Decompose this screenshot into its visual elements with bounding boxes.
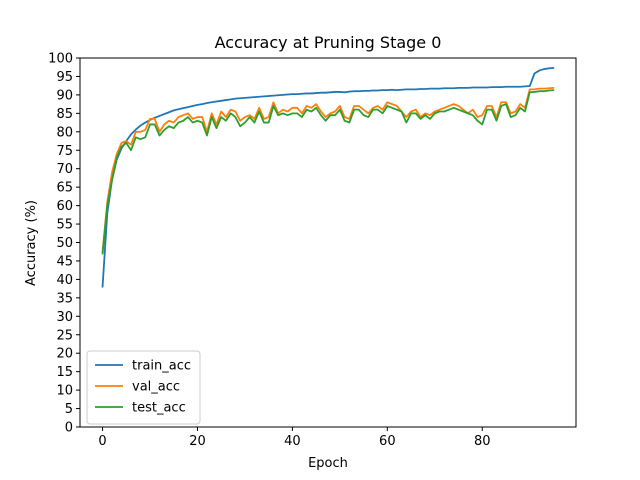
y-axis-ticks: 0 5 10 15 20 25 30 35 40 45 50 55 60 65 70 75 80 85 90 95 10… [48, 52, 80, 436]
y-tick-label: 50 [56, 236, 73, 251]
x-tick-label: 20 [189, 434, 206, 449]
x-axis-label: Epoch [308, 456, 348, 471]
legend-box [86, 350, 201, 425]
chart-title: Accuracy at Pruning Stage 0 [215, 33, 442, 52]
y-tick-label: 5 [65, 402, 73, 417]
y-tick-label: 25 [56, 328, 73, 343]
y-tick-label: 40 [56, 273, 73, 288]
y-tick-label: 30 [56, 310, 73, 325]
y-tick-label: 95 [56, 70, 73, 85]
legend-label-train_acc: train_acc [132, 359, 191, 374]
x-tick-label: 60 [379, 434, 396, 449]
x-tick-label: 40 [284, 434, 301, 449]
legend-label-test_acc: test_acc [132, 401, 186, 416]
y-tick-label: 75 [56, 144, 73, 159]
y-axis-label: Accuracy (%) [24, 200, 39, 286]
x-tick-label: 80 [474, 434, 491, 449]
y-tick-label: 60 [56, 199, 73, 214]
series-line-val_acc [101, 86, 555, 253]
y-tick-label: 85 [56, 107, 73, 122]
series-line-train_acc [101, 67, 555, 288]
y-tick-label: 90 [56, 88, 73, 103]
y-tick-label: 35 [56, 291, 73, 306]
y-tick-label: 55 [56, 218, 73, 233]
y-tick-label: 70 [56, 162, 73, 177]
y-tick-label: 45 [56, 254, 73, 269]
y-tick-label: 80 [56, 125, 73, 140]
y-tick-label: 15 [56, 365, 73, 380]
x-axis-ticks: 0 20 40 60 80 [98, 427, 491, 449]
y-tick-label: 0 [65, 421, 73, 436]
x-tick-label: 0 [98, 434, 106, 449]
y-tick-label: 10 [56, 384, 73, 399]
series-line-test_acc [101, 89, 555, 255]
legend: train_acc val_acc test_acc [86, 350, 201, 425]
y-tick-label: 65 [56, 181, 73, 196]
legend-label-val_acc: val_acc [132, 380, 180, 395]
y-tick-label: 100 [48, 52, 73, 67]
y-tick-label: 20 [56, 347, 73, 362]
